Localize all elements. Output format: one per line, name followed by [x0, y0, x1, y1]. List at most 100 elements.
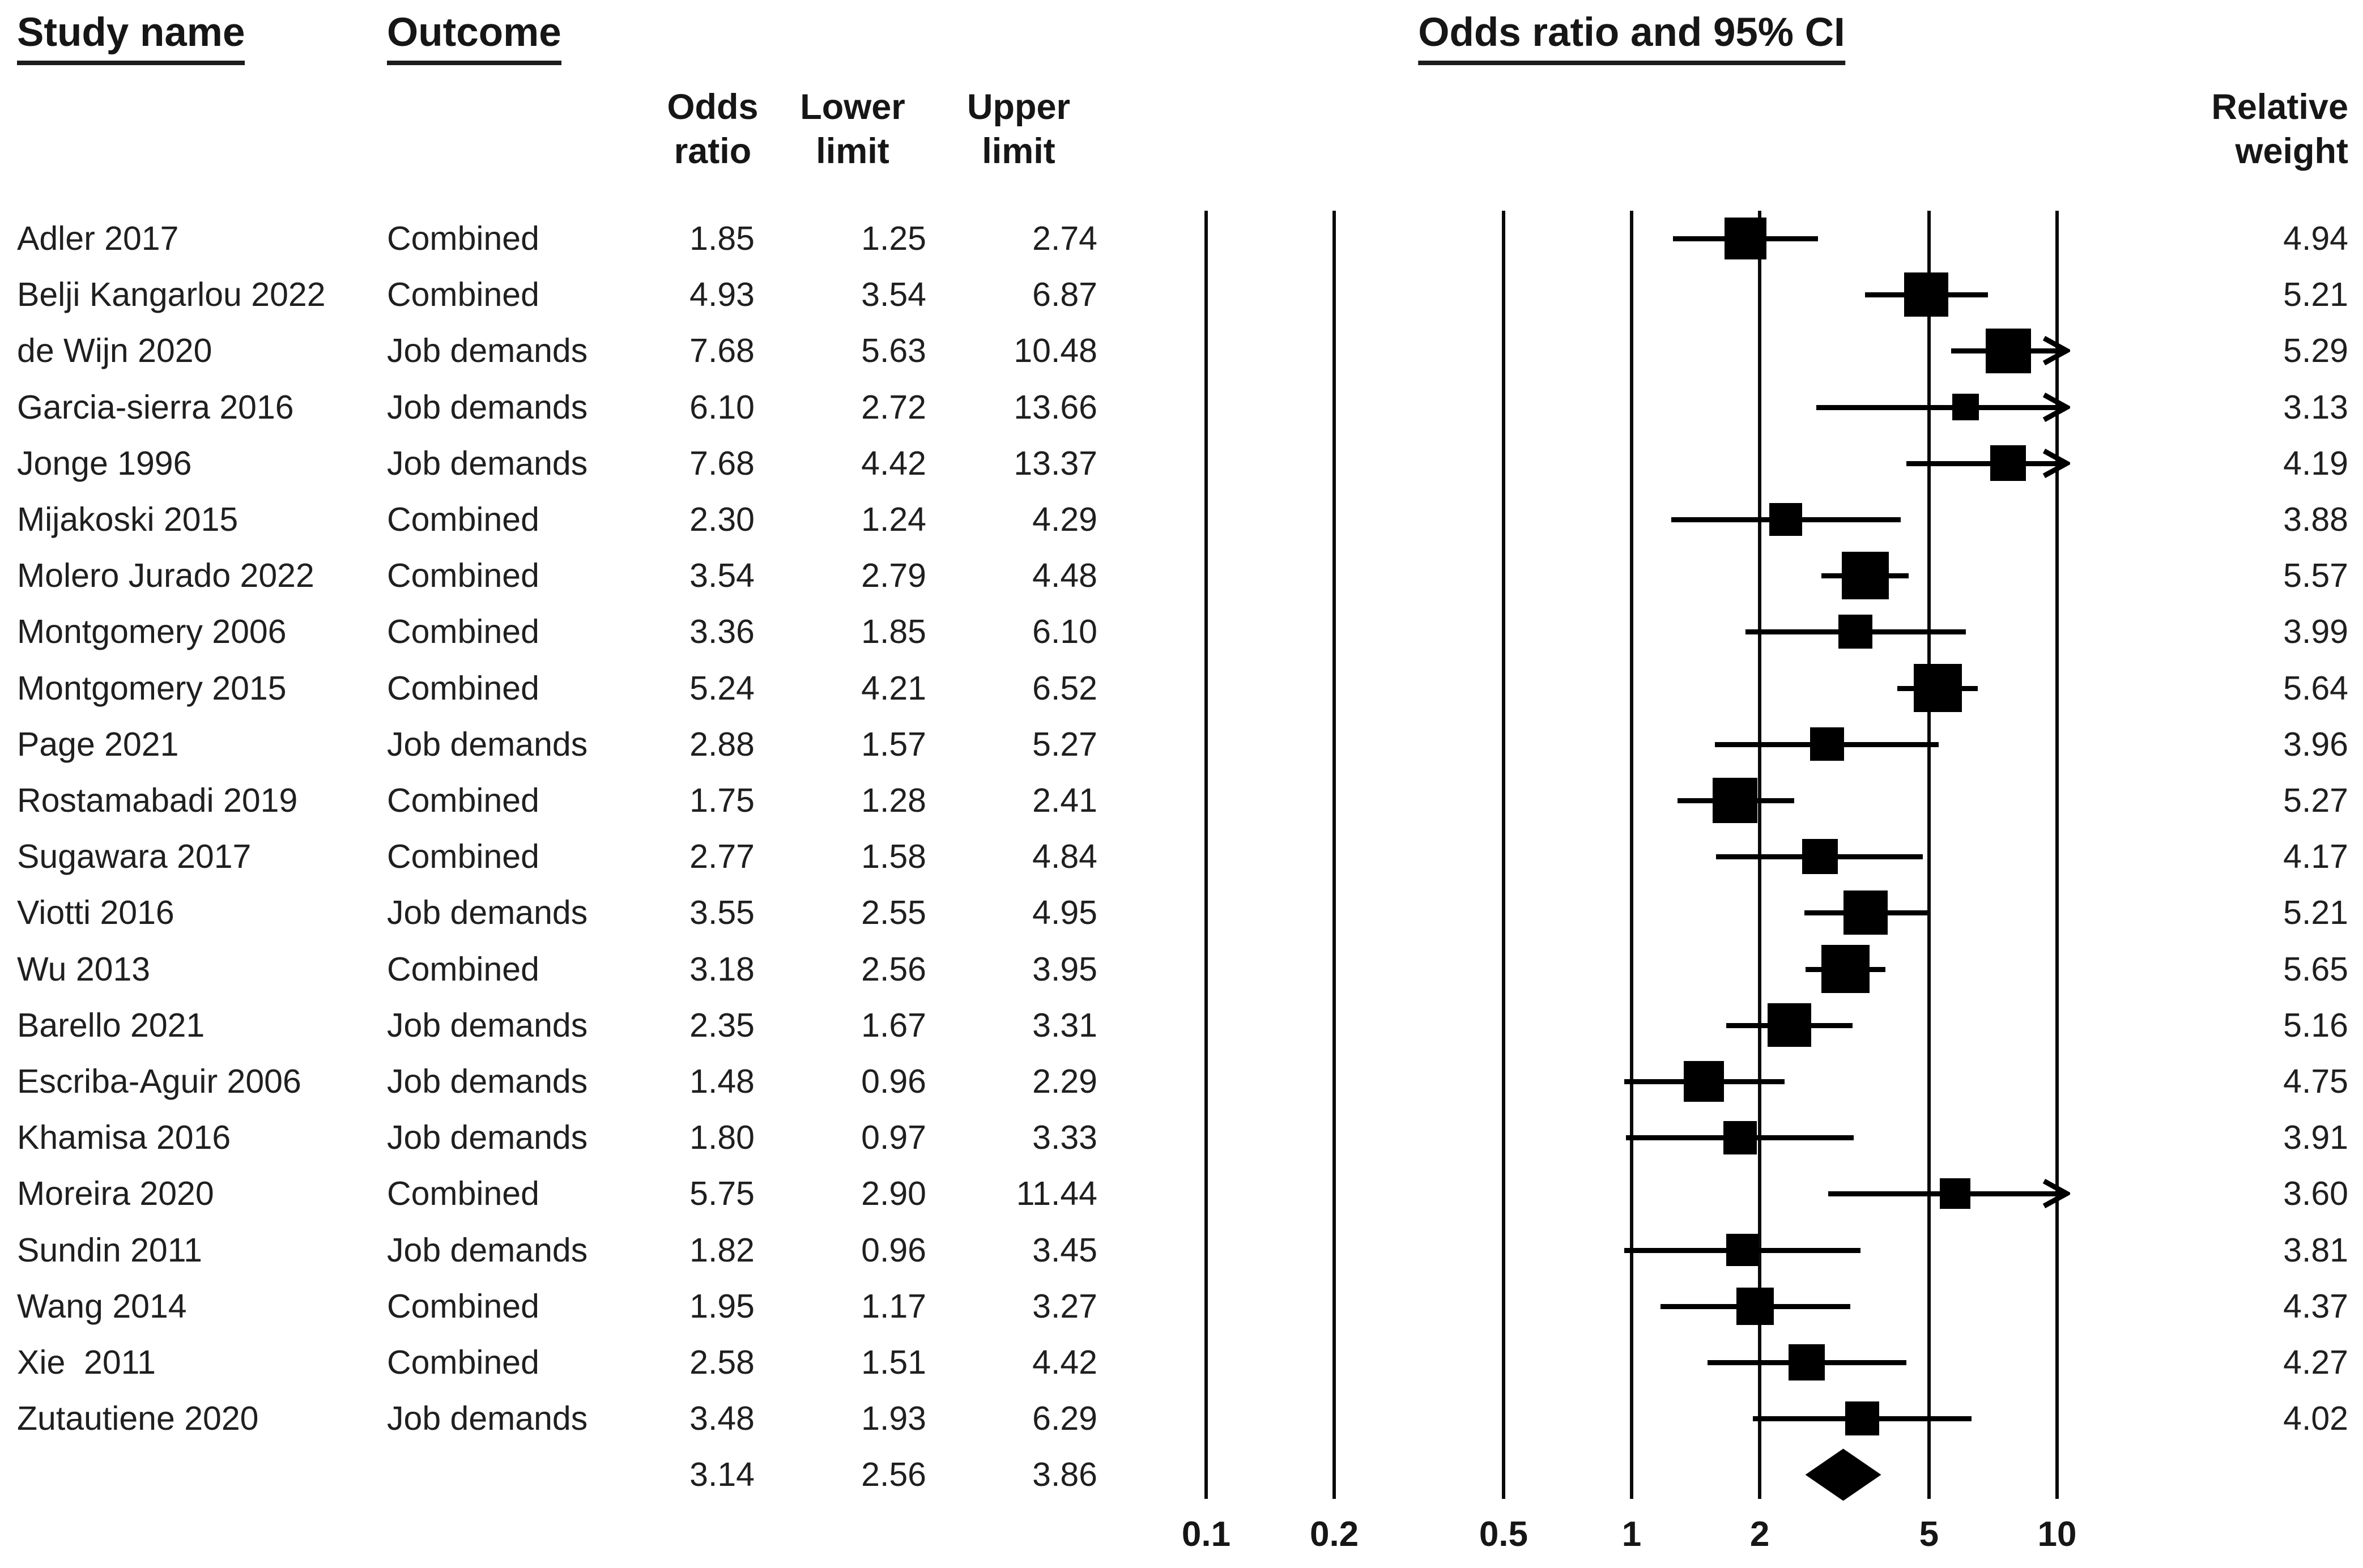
- relative-weight-value: 4.19: [2283, 444, 2348, 482]
- ci-arrow-right: [2041, 335, 2072, 367]
- upper-limit-value: 6.10: [1032, 613, 1097, 651]
- upper-limit-value: 4.84: [1032, 838, 1097, 876]
- upper-limit-value: 2.74: [1032, 220, 1097, 257]
- study-name: Jonge 1996: [17, 444, 192, 482]
- effect-square: [1802, 838, 1838, 875]
- x-tick-label-0.1: 0.1: [1181, 1515, 1231, 1554]
- relative-weight-value: 5.29: [2283, 332, 2348, 370]
- outcome: Job demands: [387, 1119, 588, 1157]
- study-name: Zutautiene 2020: [17, 1400, 259, 1438]
- col-header-outcome: Outcome: [387, 12, 561, 65]
- upper-limit-value: 4.95: [1032, 894, 1097, 932]
- x-tick-label-0.2: 0.2: [1309, 1515, 1359, 1554]
- summary-upper-limit: 3.86: [1032, 1456, 1097, 1494]
- study-name: Montgomery 2015: [17, 669, 287, 707]
- outcome: Combined: [387, 501, 539, 538]
- effect-square: [1726, 1234, 1759, 1267]
- outcome: Combined: [387, 950, 539, 988]
- x-tick-label-1: 1: [1621, 1515, 1642, 1554]
- odds-ratio-value: 4.93: [689, 276, 755, 314]
- upper-limit-value: 6.29: [1032, 1400, 1097, 1438]
- col-header-study-name: Study name: [17, 12, 245, 65]
- upper-limit-value: 3.27: [1032, 1287, 1097, 1325]
- gridline-5: [1927, 211, 1931, 1499]
- plot-title: Odds ratio and 95% CI: [1418, 12, 1845, 65]
- lower-limit-value: 4.21: [861, 669, 926, 707]
- outcome: Combined: [387, 669, 539, 707]
- relative-weight-value: 4.94: [2283, 220, 2348, 257]
- effect-square: [1724, 217, 1766, 260]
- odds-ratio-value: 2.77: [689, 838, 755, 876]
- effect-square: [1952, 394, 1979, 421]
- x-tick-label-5: 5: [1919, 1515, 1939, 1554]
- outcome: Job demands: [387, 894, 588, 932]
- lower-limit-value: 3.54: [861, 276, 926, 314]
- lower-limit-value: 1.17: [861, 1287, 926, 1325]
- col-header-relative-weight: Relative weight: [2178, 85, 2348, 173]
- col-header-lower-limit-line2: limit: [816, 131, 889, 171]
- lower-limit-value: 2.90: [861, 1175, 926, 1213]
- outcome: Job demands: [387, 725, 588, 763]
- ci-arrow-right: [2041, 448, 2072, 479]
- upper-limit-value: 4.29: [1032, 501, 1097, 538]
- effect-square: [1736, 1288, 1774, 1325]
- effect-square: [1845, 1401, 1879, 1436]
- study-name: Garcia-sierra 2016: [17, 388, 294, 426]
- lower-limit-value: 1.85: [861, 613, 926, 651]
- ci-arrow-right: [2041, 391, 2072, 423]
- lower-limit-value: 0.96: [861, 1231, 926, 1269]
- outcome: Job demands: [387, 1063, 588, 1100]
- study-name: Montgomery 2006: [17, 613, 287, 651]
- gridline-0.2: [1332, 211, 1336, 1499]
- lower-limit-value: 5.63: [861, 332, 926, 370]
- lower-limit-value: 0.96: [861, 1063, 926, 1100]
- study-name: Sundin 2011: [17, 1231, 202, 1269]
- effect-square: [1769, 502, 1802, 536]
- upper-limit-value: 4.48: [1032, 557, 1097, 595]
- study-name: Sugawara 2017: [17, 838, 252, 876]
- odds-ratio-value: 7.68: [689, 332, 755, 370]
- outcome: Combined: [387, 613, 539, 651]
- outcome: Combined: [387, 1175, 539, 1213]
- odds-ratio-value: 1.80: [689, 1119, 755, 1157]
- effect-square: [1939, 1178, 1970, 1209]
- summary-diamond: [1805, 1448, 1881, 1501]
- outcome: Combined: [387, 557, 539, 595]
- gridline-0.1: [1204, 211, 1208, 1499]
- study-name: Adler 2017: [17, 220, 179, 257]
- study-name: Wang 2014: [17, 1287, 187, 1325]
- relative-weight-value: 5.64: [2283, 669, 2348, 707]
- relative-weight-value: 5.21: [2283, 276, 2348, 314]
- relative-weight-value: 4.17: [2283, 838, 2348, 876]
- odds-ratio-value: 1.82: [689, 1231, 755, 1269]
- outcome: Combined: [387, 1344, 539, 1381]
- upper-limit-value: 4.42: [1032, 1344, 1097, 1381]
- gridline-0.5: [1501, 211, 1505, 1499]
- outcome: Job demands: [387, 444, 588, 482]
- upper-limit-value: 3.33: [1032, 1119, 1097, 1157]
- summary-lower-limit: 2.56: [861, 1456, 926, 1494]
- study-name: Escriba-Aguir 2006: [17, 1063, 301, 1100]
- lower-limit-value: 1.24: [861, 501, 926, 538]
- upper-limit-value: 13.37: [1014, 444, 1097, 482]
- col-header-upper-limit-line2: limit: [982, 131, 1055, 171]
- effect-square: [1838, 615, 1873, 649]
- study-name: Viotti 2016: [17, 894, 174, 932]
- effect-square: [1986, 328, 2031, 374]
- lower-limit-value: 1.51: [861, 1344, 926, 1381]
- relative-weight-value: 3.99: [2283, 613, 2348, 651]
- odds-ratio-value: 1.75: [689, 782, 755, 819]
- upper-limit-value: 3.31: [1032, 1006, 1097, 1044]
- outcome: Job demands: [387, 388, 588, 426]
- relative-weight-value: 5.21: [2283, 894, 2348, 932]
- study-name: Rostamabadi 2019: [17, 782, 298, 819]
- effect-square: [1913, 664, 1962, 712]
- study-name: Belji Kangarlou 2022: [17, 276, 326, 314]
- lower-limit-value: 0.97: [861, 1119, 926, 1157]
- gridline-10: [2055, 211, 2059, 1499]
- lower-limit-value: 1.28: [861, 782, 926, 819]
- col-header-relative-weight-line1: Relative: [2211, 87, 2348, 127]
- study-name: Xie 2011: [17, 1344, 156, 1381]
- odds-ratio-value: 1.95: [689, 1287, 755, 1325]
- relative-weight-value: 3.91: [2283, 1119, 2348, 1157]
